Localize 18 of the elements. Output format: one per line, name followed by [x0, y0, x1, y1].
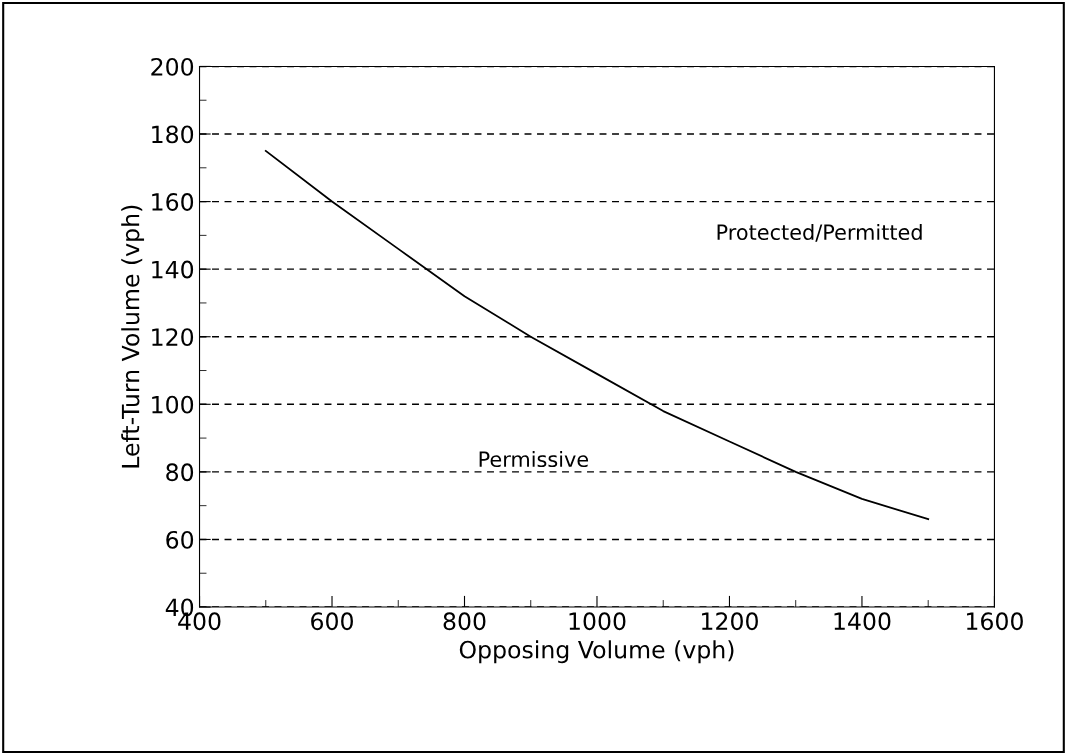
y-tick-label: 160	[152, 193, 194, 211]
y-axis-title: Left-Turn Volume (vph)	[121, 205, 145, 468]
y-tick-label: 200	[151, 57, 194, 76]
y-tick-label: 80	[166, 463, 194, 482]
y-tick-label: 180	[152, 125, 194, 144]
y-tick-label: 60	[166, 530, 194, 549]
x-tick-label: 1200	[702, 612, 758, 631]
y-tick-label: 100	[152, 395, 194, 414]
y-tick-label: 140	[152, 260, 194, 279]
x-tick-label: 1600	[966, 612, 1023, 631]
x-tick-label: 1000	[569, 612, 626, 631]
x-tick-label: 600	[311, 612, 353, 631]
x-tick-label: 1400	[834, 612, 891, 631]
x-axis-title: Opposing Volume (vph)	[459, 640, 734, 664]
y-tick-label: 120	[152, 328, 194, 347]
x-tick-label: 800	[443, 612, 486, 631]
annotation: Permissive	[479, 450, 589, 468]
annotation: Protected/Permitted	[717, 223, 922, 242]
